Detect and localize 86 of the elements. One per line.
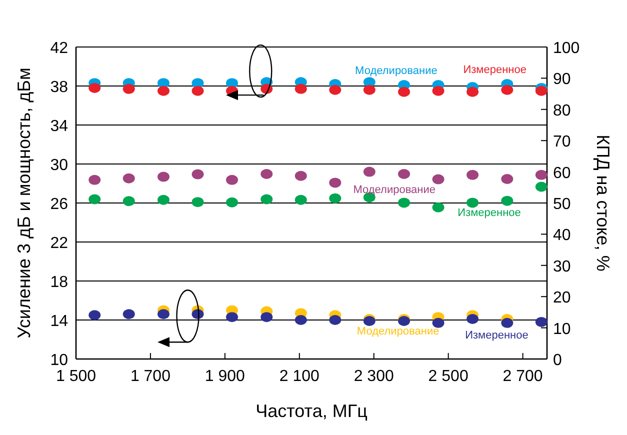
y2-tick-label: 50 bbox=[553, 196, 571, 213]
point bbox=[363, 166, 376, 177]
point bbox=[88, 82, 101, 93]
y-tick-label: 22 bbox=[50, 235, 68, 252]
series-label: Моделирование bbox=[355, 64, 438, 77]
point bbox=[501, 318, 514, 328]
point bbox=[88, 310, 101, 320]
point bbox=[88, 174, 101, 185]
point bbox=[432, 174, 444, 184]
point bbox=[363, 84, 376, 95]
series-label: Моделирование bbox=[356, 326, 440, 338]
y2-tick-label: 60 bbox=[553, 164, 571, 182]
point bbox=[294, 315, 307, 325]
y-axis-title: Усиление 3 дБ и мощность, дБм bbox=[14, 68, 34, 338]
y-tick-label: 26 bbox=[50, 196, 68, 213]
point bbox=[88, 194, 101, 204]
series-label: Моделирование bbox=[353, 184, 436, 196]
point bbox=[466, 170, 479, 180]
point bbox=[226, 174, 238, 185]
point bbox=[122, 173, 135, 184]
point bbox=[398, 198, 410, 208]
y2-tick-label: 100 bbox=[553, 40, 580, 57]
point bbox=[226, 197, 238, 208]
point bbox=[535, 86, 548, 96]
y-tick-label: 14 bbox=[50, 313, 68, 330]
x-tick-label: 2 700 bbox=[502, 368, 543, 385]
x-tick-label: 1 900 bbox=[204, 368, 246, 385]
point bbox=[466, 314, 479, 324]
y-tick-label: 34 bbox=[50, 118, 68, 135]
point bbox=[398, 168, 410, 179]
y2-axis-title: КПД на стоке, % bbox=[593, 134, 613, 272]
point bbox=[294, 170, 307, 181]
series-label: Измеренное bbox=[463, 64, 526, 76]
y2-tick-label: 0 bbox=[553, 352, 562, 369]
point bbox=[466, 198, 479, 208]
point bbox=[192, 169, 204, 180]
x-tick-label: 1 500 bbox=[56, 368, 96, 385]
point bbox=[294, 84, 307, 94]
point bbox=[260, 168, 273, 179]
y2-tick-label: 30 bbox=[553, 258, 571, 276]
y2-tick-label: 70 bbox=[553, 134, 571, 151]
y2-tick-label: 10 bbox=[553, 320, 571, 338]
point bbox=[398, 86, 410, 97]
point bbox=[260, 312, 273, 322]
point bbox=[158, 172, 170, 182]
point bbox=[122, 84, 135, 94]
point bbox=[329, 315, 342, 325]
point bbox=[226, 312, 238, 322]
point bbox=[432, 86, 444, 96]
y2-tick-label: 80 bbox=[553, 102, 571, 120]
point bbox=[158, 309, 170, 320]
point bbox=[432, 202, 444, 212]
series-label: Измеренное bbox=[458, 206, 521, 219]
x-tick-label: 2 100 bbox=[279, 368, 320, 385]
y2-tick-label: 90 bbox=[553, 71, 571, 88]
point bbox=[432, 318, 444, 328]
point bbox=[535, 316, 548, 327]
point bbox=[192, 197, 204, 208]
x-tick-label: 2 500 bbox=[428, 368, 468, 385]
point bbox=[158, 86, 170, 96]
y-tick-label: 30 bbox=[50, 157, 68, 174]
point bbox=[501, 84, 514, 95]
y-tick-label: 42 bbox=[50, 40, 68, 57]
point bbox=[466, 86, 479, 97]
point bbox=[535, 182, 548, 192]
point bbox=[158, 194, 170, 205]
x-axis-title: Частота, МГц bbox=[256, 401, 368, 421]
point bbox=[329, 84, 342, 95]
point bbox=[122, 196, 135, 206]
y-tick-label: 18 bbox=[50, 274, 68, 291]
point bbox=[294, 194, 307, 205]
point bbox=[501, 196, 514, 206]
series-label: Измеренное bbox=[465, 330, 528, 342]
x-tick-label: 1 700 bbox=[130, 368, 171, 385]
y2-tick-label: 40 bbox=[553, 227, 571, 244]
point bbox=[535, 170, 548, 180]
y-tick-label: 38 bbox=[50, 79, 68, 96]
y-tick-label: 10 bbox=[50, 352, 68, 369]
point bbox=[192, 86, 204, 96]
x-tick-label: 2 300 bbox=[354, 368, 394, 385]
point bbox=[260, 194, 273, 204]
point bbox=[329, 193, 342, 204]
point bbox=[501, 174, 514, 184]
point bbox=[122, 309, 135, 320]
y2-tick-label: 20 bbox=[553, 290, 571, 307]
point bbox=[329, 178, 342, 188]
